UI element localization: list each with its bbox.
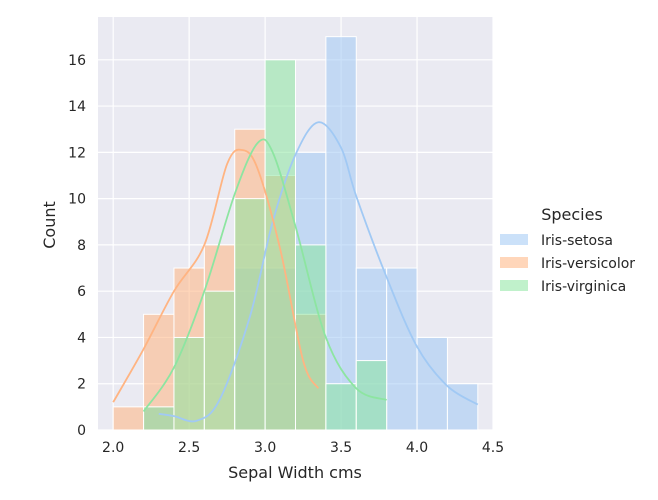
bar-iris-virginica-5	[295, 244, 327, 431]
x-tick-label-0: 2.0	[102, 440, 124, 456]
bar-iris-virginica-1	[173, 336, 205, 431]
y-tick-label-8: 16	[68, 53, 86, 69]
y-tick-label-7: 14	[68, 99, 86, 115]
histogram-bars	[112, 36, 479, 431]
legend-swatch-iris-virginica	[500, 280, 528, 291]
y-tick-label-6: 12	[68, 145, 86, 161]
x-axis-label: Sepal Width cms	[228, 463, 362, 482]
bar-iris-virginica-2	[203, 290, 236, 431]
bar-iris-setosa-9	[416, 336, 448, 431]
kde-curves	[112, 121, 479, 423]
legend-label-iris-versicolor: Iris-versicolor	[541, 256, 635, 272]
x-tick-label-5: 4.5	[482, 440, 504, 456]
y-tick-label-4: 8	[77, 238, 86, 254]
y-axis-ticks: 0 2 4 6 8 10 12 14 16	[68, 53, 86, 439]
y-tick-label-5: 10	[68, 192, 86, 208]
bar-iris-virginica-6	[325, 383, 357, 431]
bar-iris-virginica-7	[355, 360, 388, 431]
x-tick-label-1: 2.5	[178, 440, 200, 456]
x-tick-label-2: 3.0	[254, 440, 276, 456]
bar-iris-versicolor-0	[112, 406, 145, 431]
bar-iris-setosa-10	[446, 383, 479, 431]
y-tick-label-3: 6	[77, 284, 86, 300]
legend-title: Species	[541, 205, 603, 224]
x-axis-ticks: 2.0 2.5 3.0 3.5 4.0 4.5	[102, 440, 504, 456]
x-tick-label-3: 3.5	[330, 440, 352, 456]
y-axis-label: Count	[40, 201, 59, 249]
kde-line-iris-virginica	[142, 138, 387, 413]
legend-swatch-iris-setosa	[500, 234, 528, 245]
bar-iris-virginica-0	[143, 406, 175, 431]
bar-iris-virginica-4	[264, 59, 297, 431]
y-tick-label-1: 2	[77, 377, 86, 393]
legend-label-iris-setosa: Iris-setosa	[541, 233, 613, 249]
legend-swatch-iris-versicolor	[500, 257, 528, 268]
bar-iris-setosa-8	[386, 267, 418, 431]
bar-iris-setosa-6	[325, 36, 357, 431]
legend-label-iris-virginica: Iris-virginica	[541, 279, 626, 295]
x-tick-label-4: 4.0	[406, 440, 428, 456]
kde-line-iris-setosa	[158, 121, 479, 423]
legend: Species Iris-setosa Iris-versicolor Iris-v…	[500, 205, 635, 295]
y-tick-label-2: 4	[77, 330, 86, 346]
y-tick-label-0: 0	[77, 423, 86, 439]
kde-line-iris-versicolor	[112, 148, 320, 403]
